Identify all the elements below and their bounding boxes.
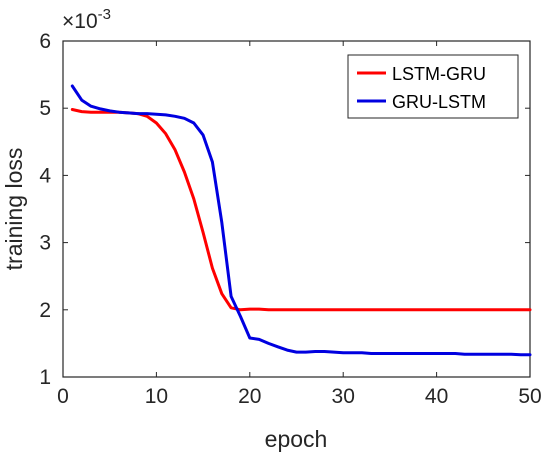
x-tick-label: 40 bbox=[425, 385, 448, 408]
series-line-gru-lstm bbox=[70, 84, 532, 357]
legend-label-gru-lstm: GRU-LSTM bbox=[392, 92, 486, 112]
legend-box bbox=[347, 54, 519, 119]
y-exponent-label: ×10-3 bbox=[62, 6, 111, 33]
x-axis-title: epoch bbox=[265, 426, 328, 452]
series-line-lstm-gru bbox=[70, 108, 532, 312]
x-tick-label: 0 bbox=[57, 385, 69, 408]
legend-label-lstm-gru: LSTM-GRU bbox=[392, 64, 486, 84]
y-tick-label: 1 bbox=[39, 366, 51, 389]
y-tick-label: 3 bbox=[39, 232, 51, 255]
x-tick-label: 10 bbox=[145, 385, 168, 408]
y-axis-title: training loss bbox=[1, 148, 27, 271]
y-tick-label: 4 bbox=[39, 164, 51, 187]
series-lines bbox=[70, 84, 532, 357]
x-tick-label: 30 bbox=[332, 385, 355, 408]
legend: LSTM-GRU GRU-LSTM bbox=[347, 54, 519, 119]
y-tick-label: 5 bbox=[39, 97, 51, 120]
x-tick-label: 20 bbox=[238, 385, 261, 408]
x-tick-label: 50 bbox=[518, 385, 541, 408]
y-tick-label: 6 bbox=[39, 30, 51, 53]
y-tick-label: 2 bbox=[39, 299, 51, 322]
ticks: 0 10 20 30 40 50 1 2 3 4 5 6 bbox=[39, 30, 541, 408]
